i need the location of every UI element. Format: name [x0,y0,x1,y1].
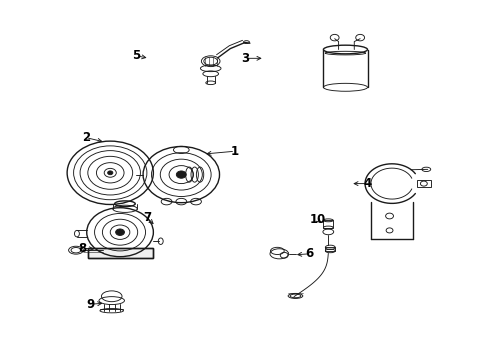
Text: 8: 8 [78,242,86,255]
Text: 1: 1 [231,145,239,158]
Circle shape [176,171,186,178]
Text: 7: 7 [143,211,151,224]
Bar [416,180,431,187]
Text: 6: 6 [306,247,314,260]
Circle shape [108,171,113,175]
Bar [325,247,335,251]
Text: 5: 5 [132,49,140,62]
Text: 3: 3 [241,52,249,65]
Text: 9: 9 [87,298,95,311]
Bar [323,220,333,228]
Text: 4: 4 [364,177,371,190]
Circle shape [116,229,124,235]
Text: 2: 2 [82,131,90,144]
Polygon shape [88,248,153,258]
Text: 10: 10 [309,213,326,226]
